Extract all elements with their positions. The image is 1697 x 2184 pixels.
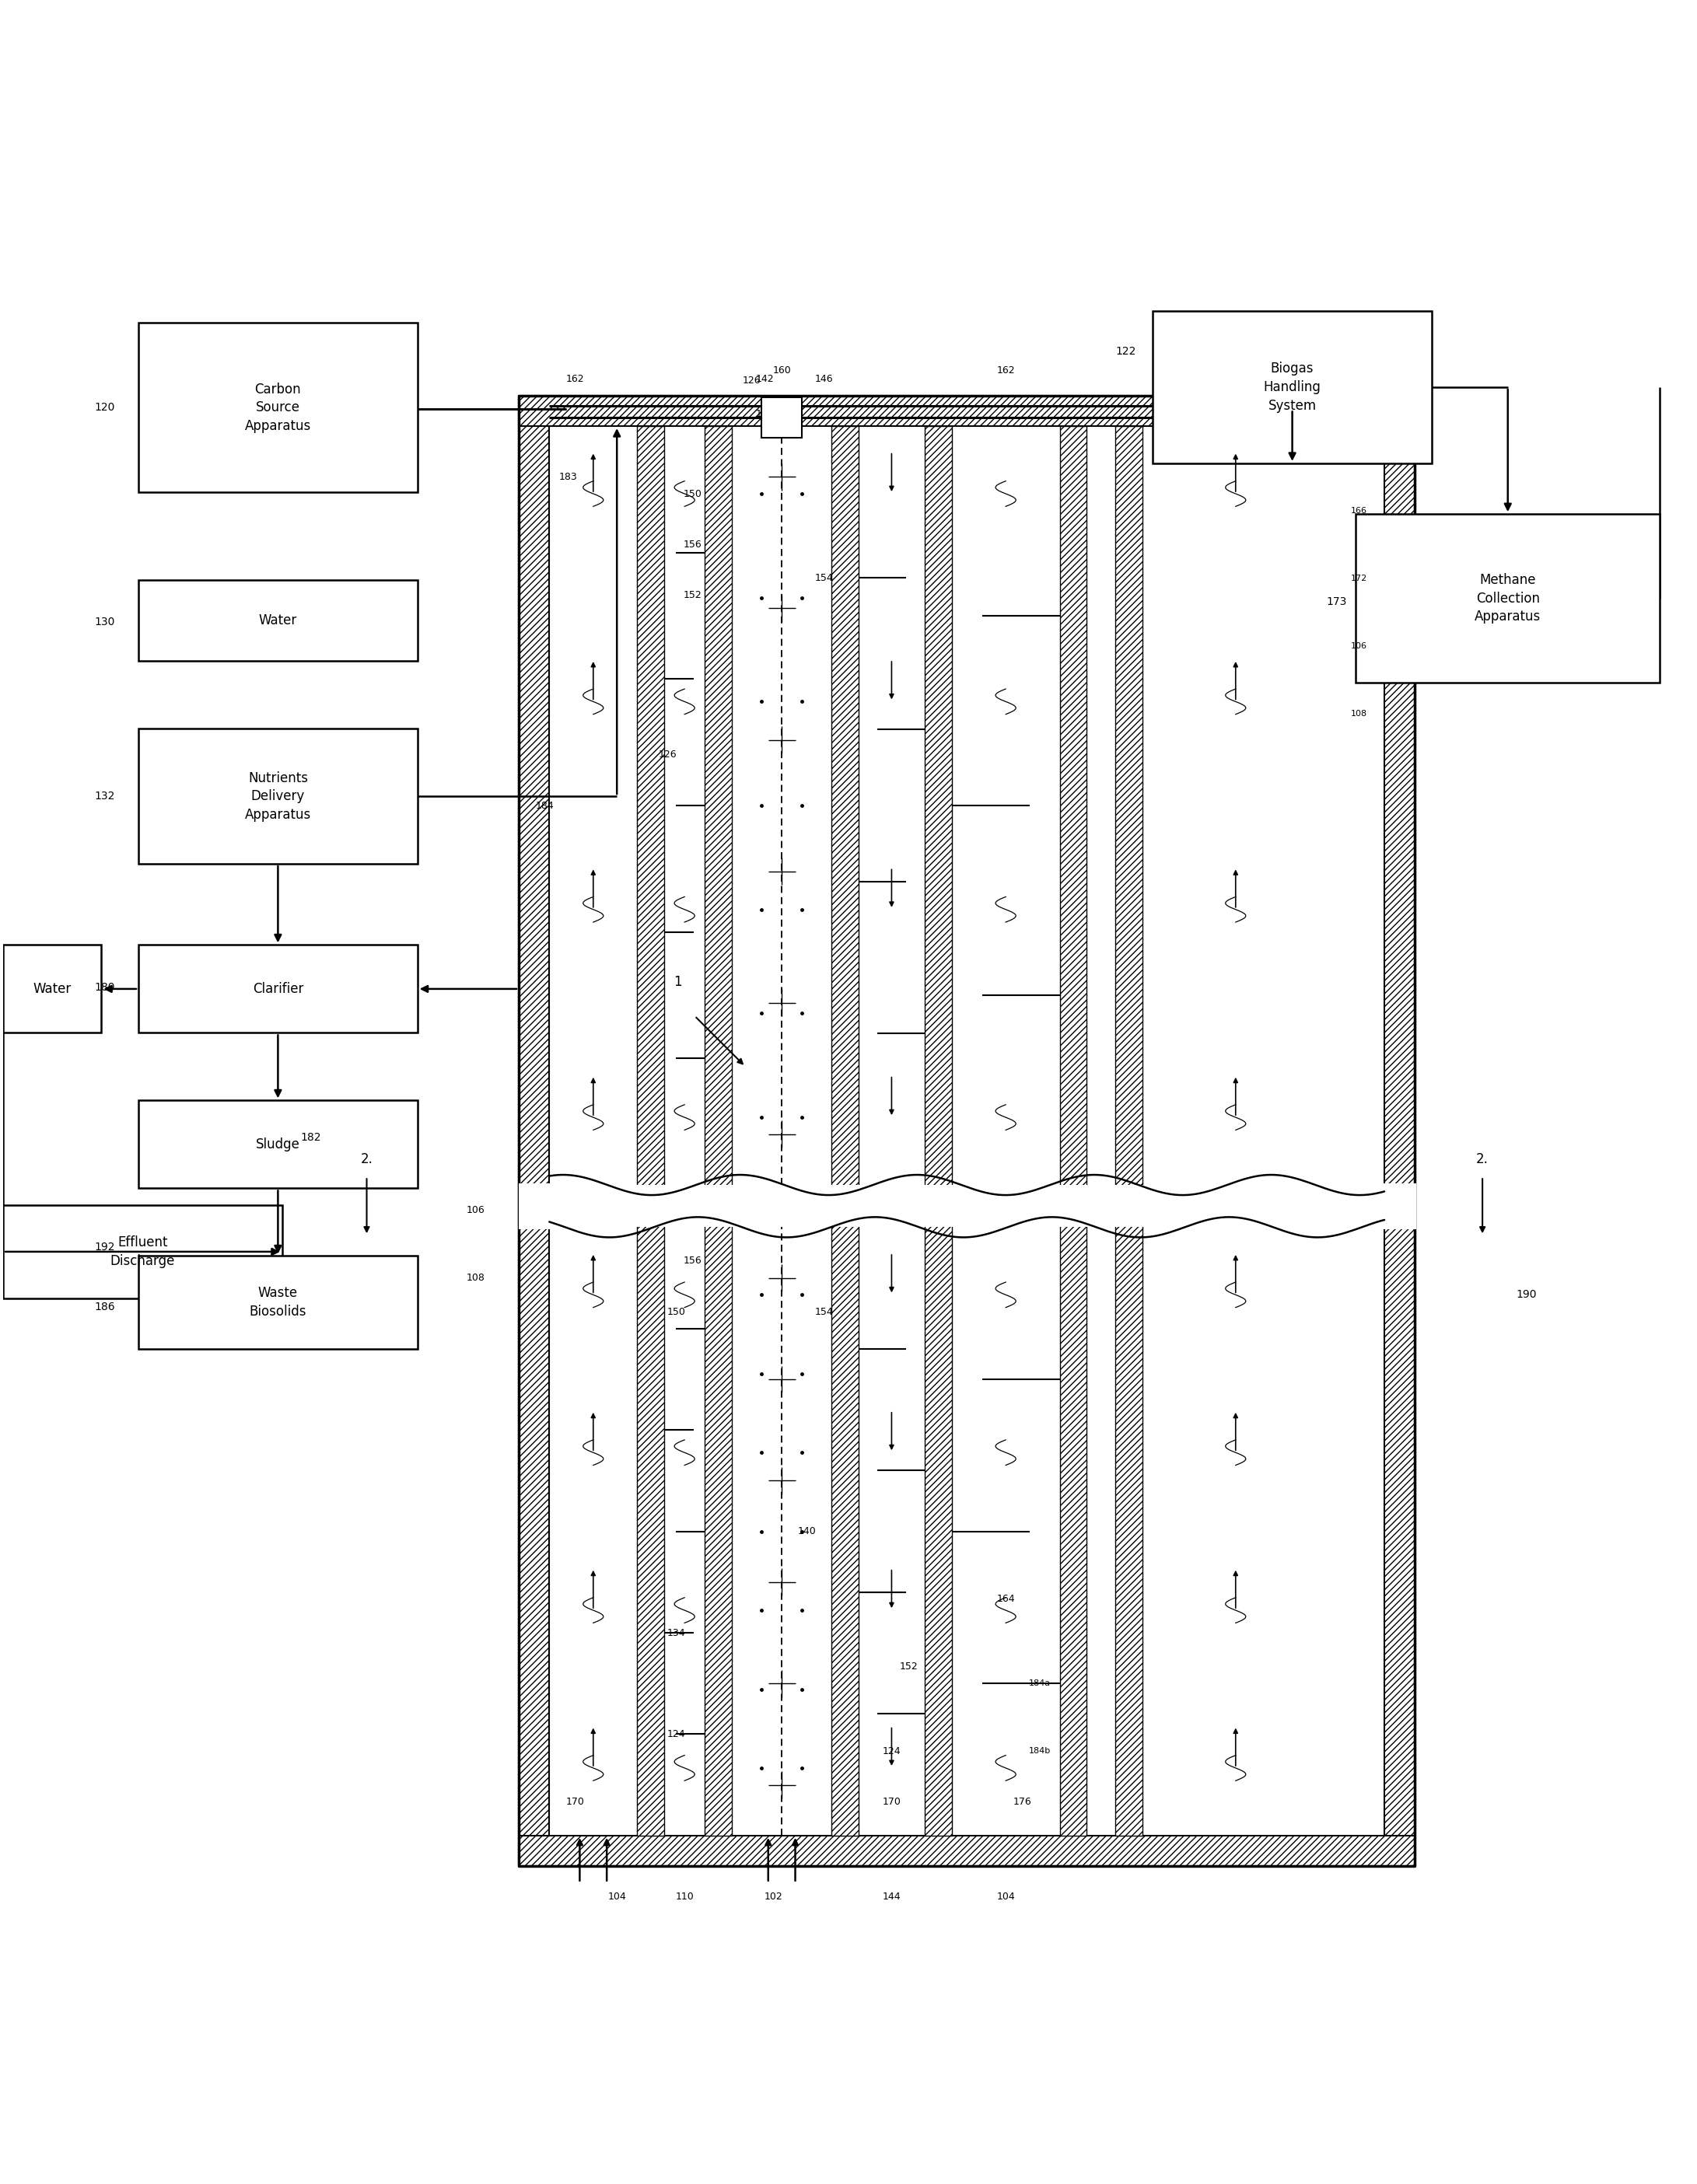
Text: 2.: 2. (360, 1153, 373, 1166)
Text: 162: 162 (567, 373, 584, 384)
FancyBboxPatch shape (139, 1256, 417, 1350)
Text: 108: 108 (467, 1273, 485, 1282)
Text: 176: 176 (1013, 1797, 1032, 1806)
FancyBboxPatch shape (1152, 310, 1432, 463)
Text: 104: 104 (608, 1891, 626, 1902)
FancyBboxPatch shape (3, 1206, 282, 1297)
Text: 150: 150 (667, 1306, 686, 1317)
FancyBboxPatch shape (139, 946, 417, 1033)
FancyBboxPatch shape (1385, 395, 1415, 1865)
Text: 142: 142 (755, 373, 774, 384)
Text: 150: 150 (684, 489, 703, 498)
Text: 1: 1 (674, 974, 682, 989)
Text: 184a: 184a (1028, 1679, 1050, 1688)
Text: 104: 104 (996, 1891, 1015, 1902)
Text: Effluent
Discharge: Effluent Discharge (110, 1236, 175, 1269)
Text: 160: 160 (772, 365, 791, 376)
Text: 186: 186 (93, 1302, 115, 1313)
Text: 173: 173 (1327, 596, 1347, 607)
Text: 144: 144 (882, 1891, 901, 1902)
FancyBboxPatch shape (139, 729, 417, 865)
FancyBboxPatch shape (832, 426, 859, 1835)
Text: 164: 164 (996, 1594, 1015, 1603)
FancyBboxPatch shape (1115, 426, 1142, 1835)
Text: 140: 140 (798, 1527, 816, 1538)
FancyBboxPatch shape (139, 581, 417, 662)
FancyBboxPatch shape (519, 1835, 1415, 1865)
Text: 134: 134 (755, 408, 774, 419)
Text: 134: 134 (667, 1627, 686, 1638)
Text: 192: 192 (95, 1243, 115, 1254)
Text: 182: 182 (300, 1131, 321, 1142)
FancyBboxPatch shape (519, 1186, 1415, 1227)
Text: 190: 190 (1515, 1289, 1537, 1299)
Text: 126: 126 (742, 376, 760, 387)
FancyBboxPatch shape (762, 397, 803, 439)
Text: 170: 170 (567, 1797, 585, 1806)
Text: 183: 183 (558, 472, 577, 483)
Text: Sludge: Sludge (256, 1138, 300, 1151)
Text: 106: 106 (467, 1206, 485, 1214)
Text: 146: 146 (815, 373, 833, 384)
Text: 184b: 184b (1028, 1747, 1050, 1756)
Text: 154: 154 (815, 1306, 833, 1317)
Text: 106: 106 (1351, 642, 1368, 649)
FancyBboxPatch shape (1356, 513, 1660, 684)
Text: 156: 156 (684, 539, 703, 550)
Text: Nutrients
Delivery
Apparatus: Nutrients Delivery Apparatus (244, 771, 311, 821)
Text: 124: 124 (667, 1730, 686, 1738)
Text: Clarifier: Clarifier (253, 983, 304, 996)
Text: 2.: 2. (1476, 1153, 1488, 1166)
Text: 124: 124 (882, 1745, 901, 1756)
Text: Biogas
Handling
System: Biogas Handling System (1264, 363, 1320, 413)
Text: 172: 172 (1351, 574, 1368, 583)
FancyBboxPatch shape (925, 426, 952, 1835)
Text: 126: 126 (658, 749, 677, 760)
FancyBboxPatch shape (519, 395, 1415, 426)
Text: Waste
Biosolids: Waste Biosolids (249, 1286, 307, 1319)
FancyBboxPatch shape (519, 1184, 552, 1230)
FancyBboxPatch shape (139, 1101, 417, 1188)
Text: Water: Water (34, 983, 71, 996)
Text: 162: 162 (996, 365, 1015, 376)
Text: 156: 156 (684, 1256, 703, 1267)
FancyBboxPatch shape (519, 395, 550, 1865)
Text: Carbon
Source
Apparatus: Carbon Source Apparatus (244, 382, 311, 432)
Text: Methane
Collection
Apparatus: Methane Collection Apparatus (1475, 572, 1541, 625)
FancyBboxPatch shape (1383, 1184, 1417, 1230)
Text: 184: 184 (536, 802, 555, 810)
FancyBboxPatch shape (3, 946, 102, 1033)
Text: 152: 152 (684, 590, 703, 601)
FancyBboxPatch shape (636, 426, 664, 1835)
Text: 120: 120 (95, 402, 115, 413)
Text: 180: 180 (95, 983, 115, 994)
FancyBboxPatch shape (1061, 426, 1086, 1835)
Text: 170: 170 (882, 1797, 901, 1806)
Text: 152: 152 (899, 1662, 918, 1671)
Text: 122: 122 (1115, 347, 1135, 358)
Text: 166: 166 (1351, 507, 1368, 515)
Text: Water: Water (260, 614, 297, 627)
Text: 130: 130 (95, 616, 115, 627)
Text: 132: 132 (95, 791, 115, 802)
FancyBboxPatch shape (704, 426, 731, 1835)
Text: 154: 154 (815, 572, 833, 583)
Text: 110: 110 (675, 1891, 694, 1902)
Text: 102: 102 (764, 1891, 782, 1902)
Text: 108: 108 (1351, 710, 1368, 716)
FancyBboxPatch shape (139, 323, 417, 491)
